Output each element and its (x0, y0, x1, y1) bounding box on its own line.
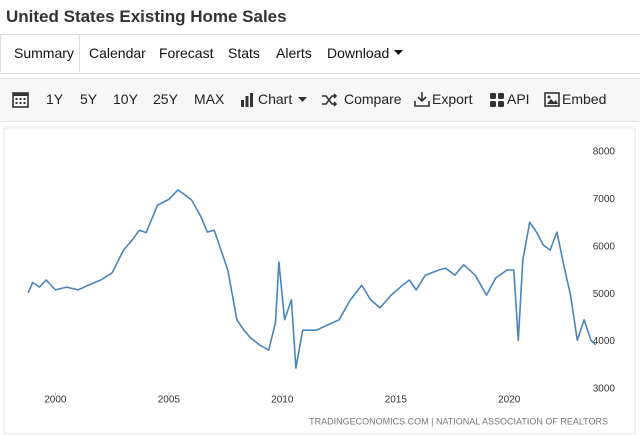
y-tick-label: 7000 (593, 194, 616, 205)
x-tick-label: 2020 (498, 395, 521, 406)
embed-icon (544, 92, 560, 107)
toolbar-button[interactable]: 5Y (80, 91, 98, 107)
tab[interactable]: Stats (228, 45, 260, 61)
toolbar-button[interactable]: 1Y (46, 91, 64, 107)
y-tick-label: 4000 (593, 336, 616, 347)
export-icon (414, 92, 430, 107)
tab[interactable]: Forecast (159, 45, 214, 61)
toolbar-button[interactable]: Chart (258, 91, 293, 107)
active-tab-box (0, 34, 80, 73)
compare-icon (322, 93, 338, 107)
tab-bar: Summary Calendar Forecast Stats Alerts Downlo… (0, 34, 640, 74)
x-tick-label: 2010 (271, 395, 294, 406)
source-note: TRADINGECONOMICS.COM | NATIONAL ASSOCIAT… (309, 416, 608, 426)
toolbar-button[interactable]: API (507, 91, 530, 107)
toolbar: 1Y 5Y 10Y 25Y MAX Chart Compare Export API Embed (0, 78, 640, 122)
tab[interactable]: Download (327, 45, 390, 61)
x-tick-label: 2000 (44, 395, 67, 406)
chart-icon (241, 93, 253, 107)
toolbar-button[interactable]: Compare (344, 91, 402, 107)
x-tick-label: 2005 (158, 395, 181, 406)
tab[interactable]: Summary (14, 45, 74, 61)
toolbar-button[interactable]: 25Y (153, 91, 178, 107)
x-tick-label: 2015 (385, 395, 408, 406)
toolbar-button[interactable]: MAX (194, 91, 225, 107)
caret (394, 50, 403, 55)
tab[interactable]: Alerts (276, 45, 312, 61)
toolbar-button[interactable]: Embed (562, 91, 607, 107)
calendar-icon[interactable] (12, 91, 30, 109)
chart-frame (3, 127, 636, 435)
toolbar-button[interactable]: Export (432, 91, 473, 107)
toolbar-button[interactable]: 10Y (113, 91, 138, 107)
data-line (27, 189, 597, 369)
y-tick-label: 8000 (593, 147, 616, 158)
page-title: United States Existing Home Sales (6, 7, 287, 26)
y-tick-label: 5000 (593, 289, 616, 300)
tab[interactable]: Calendar (89, 45, 146, 61)
caret (298, 97, 307, 102)
api-icon (490, 93, 504, 107)
y-tick-label: 3000 (593, 384, 616, 395)
y-tick-label: 6000 (593, 241, 616, 252)
